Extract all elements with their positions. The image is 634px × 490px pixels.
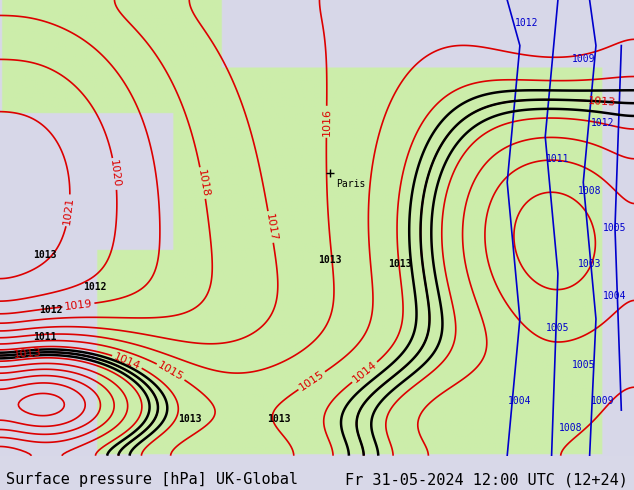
Text: 1015: 1015 [156, 360, 186, 383]
Text: 1013: 1013 [318, 255, 342, 265]
Text: 1008: 1008 [559, 423, 583, 433]
Text: Surface pressure [hPa] UK-Global: Surface pressure [hPa] UK-Global [6, 472, 299, 487]
Text: 1013: 1013 [13, 347, 42, 360]
Text: 1009: 1009 [571, 54, 595, 64]
Text: 1005: 1005 [603, 223, 627, 233]
Text: 1015: 1015 [297, 368, 326, 392]
Text: 1019: 1019 [64, 298, 93, 312]
Text: 1004: 1004 [508, 396, 532, 406]
Text: 1011: 1011 [32, 332, 56, 342]
Text: 1008: 1008 [578, 186, 602, 196]
Text: 1020: 1020 [108, 159, 122, 189]
Text: 1012: 1012 [83, 282, 107, 292]
Text: 1009: 1009 [590, 396, 614, 406]
Text: 1018: 1018 [195, 168, 210, 198]
Text: 1003: 1003 [578, 259, 602, 270]
Text: Fr 31-05-2024 12:00 UTC (12+24): Fr 31-05-2024 12:00 UTC (12+24) [345, 472, 628, 487]
Text: 1013: 1013 [387, 259, 411, 270]
Text: 1014: 1014 [351, 360, 378, 385]
Text: Paris: Paris [336, 179, 365, 189]
Text: 1011: 1011 [546, 154, 570, 165]
Text: 1005: 1005 [546, 323, 570, 333]
Text: 1013: 1013 [267, 414, 291, 424]
Text: 1012: 1012 [590, 118, 614, 128]
Text: 1013: 1013 [32, 250, 56, 260]
Text: 1013: 1013 [178, 414, 202, 424]
Text: 1017: 1017 [263, 212, 278, 242]
Text: 1021: 1021 [62, 196, 75, 225]
Text: 1013: 1013 [588, 96, 616, 107]
Text: 1016: 1016 [321, 108, 332, 136]
Text: 1004: 1004 [603, 291, 627, 301]
Text: 1012: 1012 [39, 305, 63, 315]
Text: 1005: 1005 [571, 360, 595, 369]
Text: 1012: 1012 [514, 18, 538, 28]
Text: 1014: 1014 [112, 351, 142, 371]
